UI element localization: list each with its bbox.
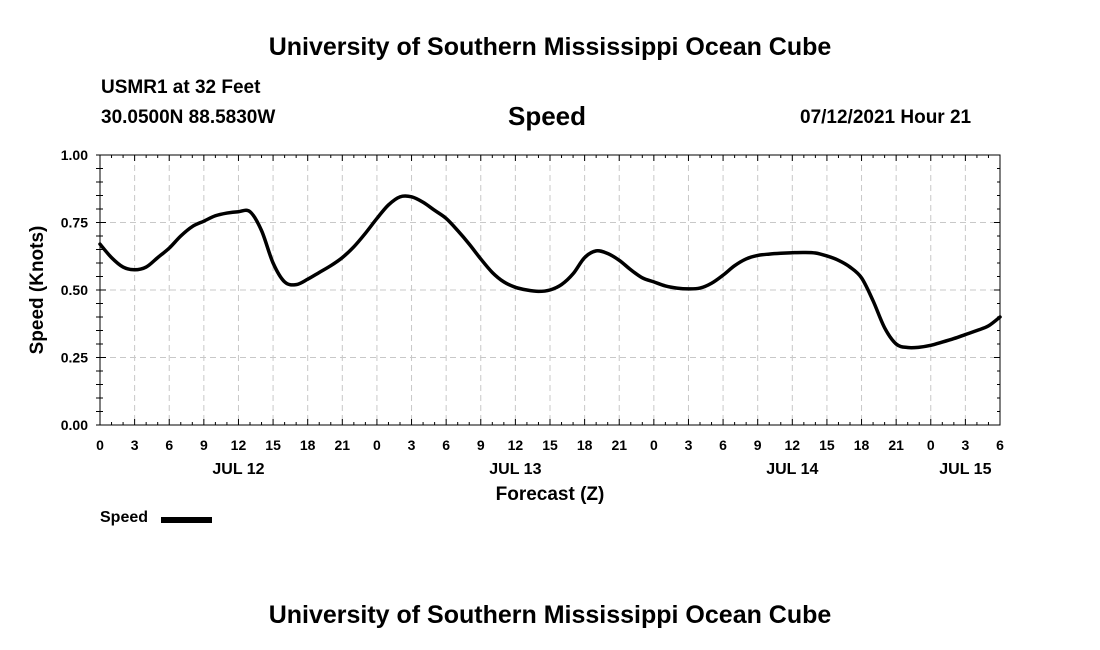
x-tick-label: 9 xyxy=(200,437,208,453)
legend-label: Speed xyxy=(100,509,149,526)
x-tick-label: 0 xyxy=(373,437,381,453)
x-tick-label: 3 xyxy=(961,437,969,453)
x-tick-label: 21 xyxy=(611,437,627,453)
x-tick-label: 6 xyxy=(996,437,1004,453)
timestamp-label: 07/12/2021 Hour 21 xyxy=(800,107,972,128)
x-tick-label: 9 xyxy=(477,437,485,453)
variable-title: Speed xyxy=(508,101,587,131)
x-tick-label: 3 xyxy=(131,437,139,453)
x-tick-label: 6 xyxy=(165,437,173,453)
x-date-label: JUL 14 xyxy=(766,461,818,478)
x-tick-label: 18 xyxy=(300,437,316,453)
y-tick-label: 1.00 xyxy=(61,147,88,163)
chart-title-bottom: University of Southern Mississippi Ocean… xyxy=(268,601,832,629)
x-tick-label: 12 xyxy=(785,437,801,453)
x-tick-label: 0 xyxy=(650,437,658,453)
y-tick-label: 0.00 xyxy=(61,417,88,433)
x-tick-label: 15 xyxy=(819,437,835,453)
x-tick-label: 3 xyxy=(685,437,693,453)
x-tick-label: 15 xyxy=(542,437,558,453)
x-tick-label: 0 xyxy=(927,437,935,453)
x-tick-label: 18 xyxy=(577,437,593,453)
x-tick-label: 12 xyxy=(508,437,524,453)
x-tick-label: 12 xyxy=(231,437,247,453)
x-tick-label: 15 xyxy=(265,437,281,453)
x-tick-label: 0 xyxy=(96,437,104,453)
coordinates-label: 30.0500N 88.5830W xyxy=(101,107,276,128)
x-tick-label: 3 xyxy=(408,437,416,453)
x-tick-label: 6 xyxy=(442,437,450,453)
y-tick-label: 0.50 xyxy=(61,282,88,298)
chart-title-top: University of Southern Mississippi Ocean… xyxy=(268,33,832,61)
x-tick-label: 6 xyxy=(719,437,727,453)
station-label: USMR1 at 32 Feet xyxy=(101,77,261,98)
speed-series-line xyxy=(98,194,1002,350)
x-tick-label: 18 xyxy=(854,437,870,453)
x-tick-label: 21 xyxy=(888,437,904,453)
x-tick-label: 21 xyxy=(335,437,351,453)
legend-line-swatch xyxy=(161,517,212,523)
y-tick-label: 0.25 xyxy=(61,350,88,366)
x-date-label: JUL 13 xyxy=(489,461,541,478)
y-tick-label: 0.75 xyxy=(61,215,88,231)
x-axis-title: Forecast (Z) xyxy=(496,484,605,505)
y-axis-title: Speed (Knots) xyxy=(27,226,48,355)
x-tick-label: 9 xyxy=(754,437,762,453)
x-date-label: JUL 12 xyxy=(212,461,264,478)
x-date-label: JUL 15 xyxy=(939,461,991,478)
